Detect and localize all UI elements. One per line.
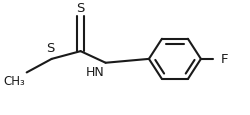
Text: S: S [46,42,55,55]
Text: F: F [221,53,228,66]
Text: CH₃: CH₃ [3,75,25,88]
Text: HN: HN [86,65,105,78]
Text: S: S [76,2,85,15]
